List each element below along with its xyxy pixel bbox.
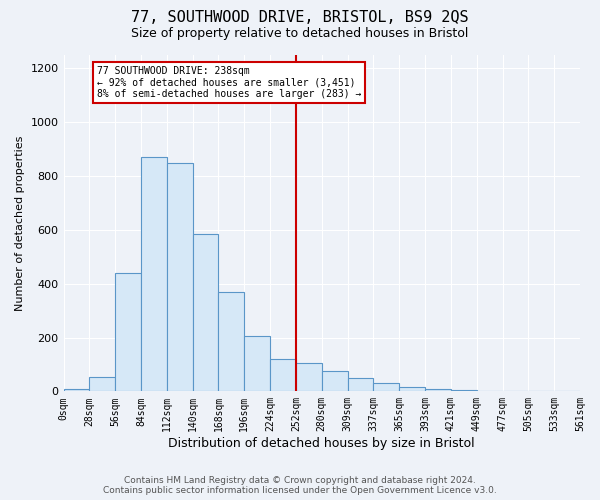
Y-axis label: Number of detached properties: Number of detached properties — [15, 136, 25, 311]
Bar — [167, 162, 193, 392]
Bar — [244, 336, 270, 392]
Bar — [193, 234, 218, 392]
Text: 77 SOUTHWOOD DRIVE: 238sqm
← 92% of detached houses are smaller (3,451)
8% of se: 77 SOUTHWOOD DRIVE: 238sqm ← 92% of deta… — [97, 66, 361, 99]
Bar — [270, 359, 296, 392]
Bar — [115, 273, 141, 392]
Text: 77, SOUTHWOOD DRIVE, BRISTOL, BS9 2QS: 77, SOUTHWOOD DRIVE, BRISTOL, BS9 2QS — [131, 10, 469, 25]
Bar — [425, 388, 451, 392]
Text: Contains HM Land Registry data © Crown copyright and database right 2024.
Contai: Contains HM Land Registry data © Crown c… — [103, 476, 497, 495]
Bar — [399, 388, 425, 392]
X-axis label: Distribution of detached houses by size in Bristol: Distribution of detached houses by size … — [169, 437, 475, 450]
Bar — [141, 157, 167, 392]
Bar — [373, 384, 399, 392]
Bar — [451, 390, 477, 392]
Bar — [347, 378, 373, 392]
Bar — [322, 371, 347, 392]
Bar — [64, 388, 89, 392]
Bar — [477, 391, 503, 392]
Bar — [296, 363, 322, 392]
Bar — [218, 292, 244, 392]
Bar — [89, 376, 115, 392]
Text: Size of property relative to detached houses in Bristol: Size of property relative to detached ho… — [131, 28, 469, 40]
